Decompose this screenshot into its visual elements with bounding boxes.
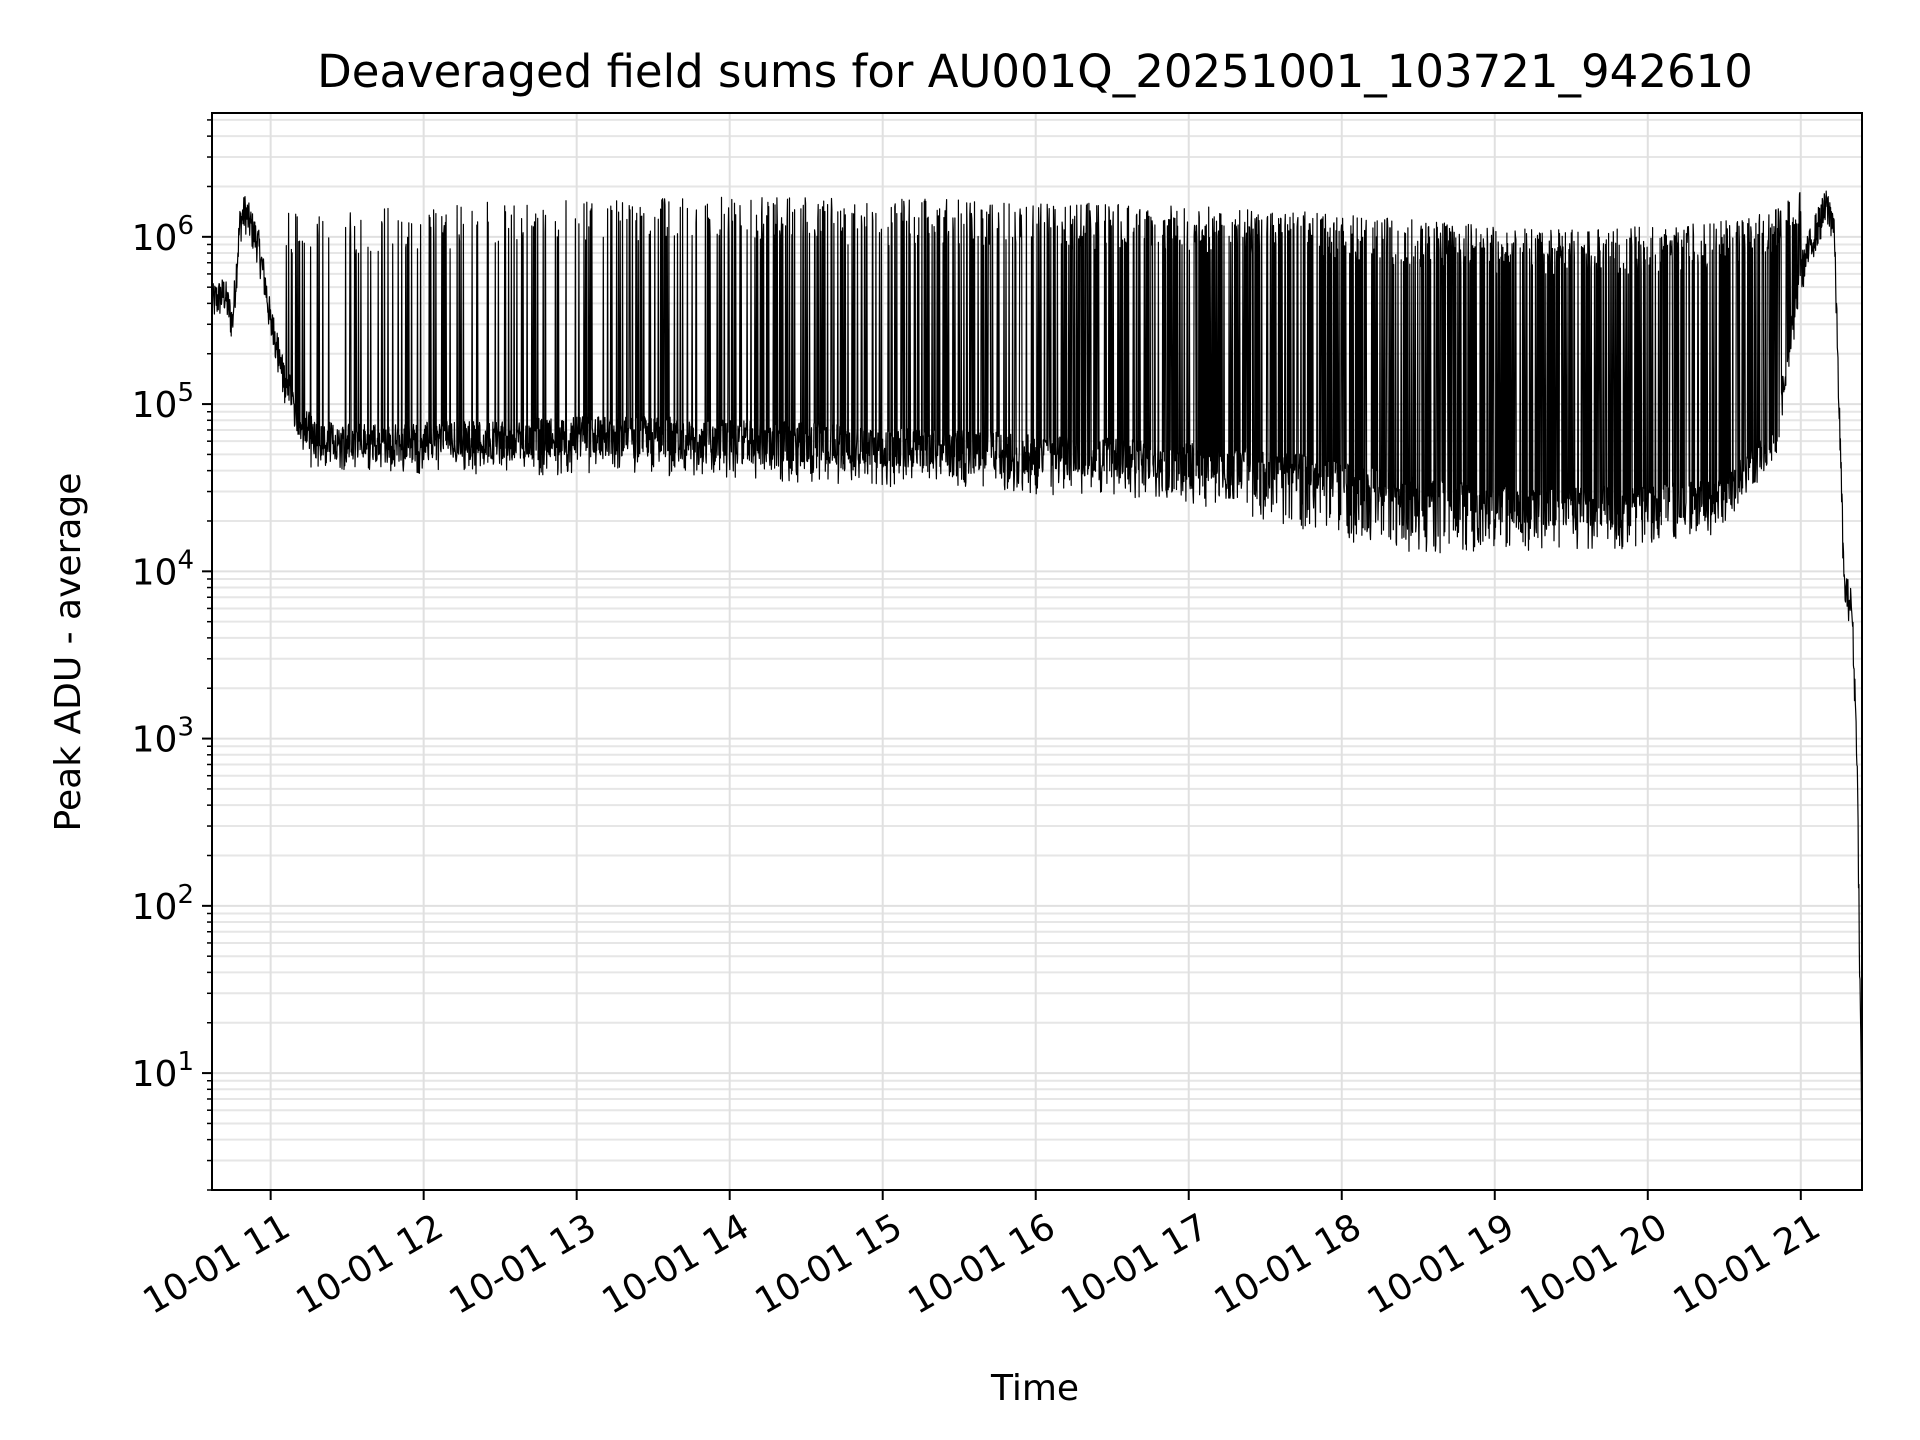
series xyxy=(211,190,1863,1127)
y-tick-label-exponent: 3 xyxy=(177,713,194,743)
y-tick-label-base: 10 xyxy=(132,385,178,426)
chart-title: Deaveraged field sums for AU001Q_2025100… xyxy=(317,45,1753,98)
y-tick-label-exponent: 1 xyxy=(177,1047,194,1077)
y-tick-label-base: 10 xyxy=(132,720,178,761)
y-tick-label-exponent: 2 xyxy=(177,880,194,910)
series-line xyxy=(211,190,1863,1127)
y-tick-label-base: 10 xyxy=(132,1054,178,1095)
y-tick-label-base: 10 xyxy=(132,887,178,928)
y-tick-label-exponent: 5 xyxy=(177,378,194,408)
plot-area-frame xyxy=(211,112,1863,1191)
y-tick-label-exponent: 6 xyxy=(177,211,194,241)
x-axis-label: Time xyxy=(990,1368,1079,1409)
y-tick-label-base: 10 xyxy=(132,218,178,259)
y-axis-label: Peak ADU - average xyxy=(48,473,89,832)
y-tick-label: 106 xyxy=(132,211,194,259)
y-tick-label: 104 xyxy=(132,545,194,593)
y-tick-label: 103 xyxy=(132,713,194,761)
y-tick-label: 102 xyxy=(132,880,194,928)
y-tick-label: 101 xyxy=(132,1047,194,1095)
y-tick-label: 105 xyxy=(132,378,194,426)
y-tick-label-base: 10 xyxy=(132,552,178,593)
y-tick-label-exponent: 4 xyxy=(177,545,194,575)
